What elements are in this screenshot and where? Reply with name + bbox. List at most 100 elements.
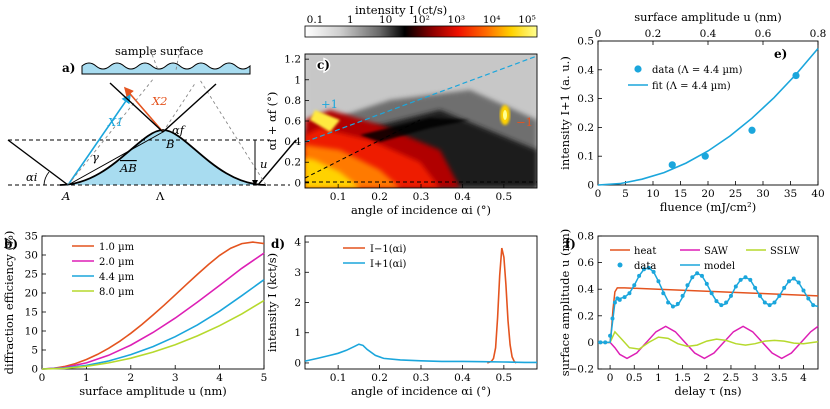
data-point [617,297,622,302]
series-line-sslw [598,330,819,350]
y-tick-label: 0.8 [284,95,301,107]
series-line-10m [41,241,265,370]
x-axis-label: angle of incidence αi (°) [351,384,491,398]
x-tick-label: 0.3 [413,372,430,384]
heatmap-plus1-lobe [310,110,340,132]
series-line-i-plus1 [304,343,537,364]
data-point [666,300,671,305]
y-tick-label: 4 [294,237,301,249]
data-point [796,280,801,285]
y-tick-label: 3 [294,267,301,279]
y-tick-label: 0.6 [284,116,301,128]
colorbar-tick-label: 10² [412,14,430,26]
x-tick-label: 1 [655,372,662,384]
specular-dashed-line [305,119,421,179]
data-point [695,271,700,276]
legend-label: SSLW [770,246,800,257]
legend-label: data [634,261,656,272]
series-line-80m [41,299,265,370]
y-axis-label: diffraction efficiency (%) [2,231,16,375]
x-tick-label: 0.4 [454,191,471,203]
legend-label: fit (Λ = 4.4 µm) [652,81,731,92]
panel-a-title: sample surface [115,44,204,58]
y-tick-label: 0.5 [577,36,594,48]
y-tick-label: 15 [25,307,38,319]
data-point [661,291,666,296]
x-tick-label: 40 [811,188,824,200]
x-tick-label: 3 [752,372,759,384]
data-point [641,267,646,272]
y-tick-label: 0.2 [284,157,301,169]
data-point [738,277,743,282]
y-tick-label: 0.4 [577,284,594,296]
x-axis-label: delay τ (ns) [674,384,741,398]
data-point [762,300,767,305]
y-tick-label: 0.1 [577,151,594,163]
y-tick-label: 0.2 [577,310,594,322]
y-tick-label: 1 [294,74,301,86]
dashed-ray-1 [67,77,155,186]
data-point [772,300,777,305]
legend-label: data (Λ = 4.4 µm) [652,65,742,76]
plot-frame [597,235,819,370]
y-tick-label: 2 [294,297,301,309]
legend-marker [617,262,623,268]
sample-surface-icon [81,62,251,75]
y-tick-label: 0.8 [577,231,594,243]
x-tick-label: 15 [674,188,687,200]
x1-vector [67,93,131,186]
data-point [603,340,608,345]
data-point [701,152,709,160]
y-tick-label: 35 [25,231,38,243]
chart-e: 0 5 10 15 20 25 30 35 40 0 0.1 0.2 0.3 0.4 0.5 fluence … [558,10,826,214]
data-point [610,316,615,321]
alpha-i-arc [43,171,50,186]
label-gamma: γ [92,150,99,164]
legend-label: I+1(αi) [370,259,407,270]
top-tick-label: 0 [595,28,602,40]
data-point [743,275,748,280]
data-point [608,333,613,338]
label-ab: AB [119,161,137,175]
data-point [714,299,719,304]
heatmap-yellow-region [305,158,360,188]
data-point [709,291,714,296]
y-tick-label: 0.2 [577,122,594,134]
y-tick-label: 0 [294,177,301,189]
legend-label: 8.0 µm [99,287,135,298]
x-tick-label: 0.5 [626,372,643,384]
y-tick-label: 1.2 [284,54,301,66]
data-point [670,304,675,309]
data-point [791,276,796,281]
data-point [646,265,651,270]
data-point [651,269,656,274]
legend-label: model [704,261,735,272]
legend-label: 2.0 µm [99,257,135,268]
x-tick-label: 3.5 [771,372,788,384]
data-point [668,161,676,169]
data-point [777,293,782,298]
y-tick-label: 0.4 [577,64,594,76]
data-point [748,126,756,134]
data-point [806,296,811,301]
colorbar [304,25,538,38]
y-axis-label: intensity I (kct/s) [265,253,279,352]
data-point [675,301,680,306]
data-point [753,285,758,290]
x-tick-label: 4 [216,372,223,384]
label-a: A [61,189,70,203]
series-line-i-minus1 [487,247,517,364]
data-point [627,291,632,296]
y-tick-label: 20 [25,288,38,300]
x-tick-label: 5 [261,372,268,384]
panel-label: c) [317,58,330,72]
data-point [792,71,800,80]
data-point [690,275,695,280]
x-axis-label: fluence (mJ/cm²) [660,200,757,214]
heatmap-minus1-core [503,110,507,120]
x-tick-label: 0 [39,372,46,384]
label-alpha-i: αi [26,170,38,184]
data-point [733,284,738,289]
dashed-ray-2 [162,81,197,133]
